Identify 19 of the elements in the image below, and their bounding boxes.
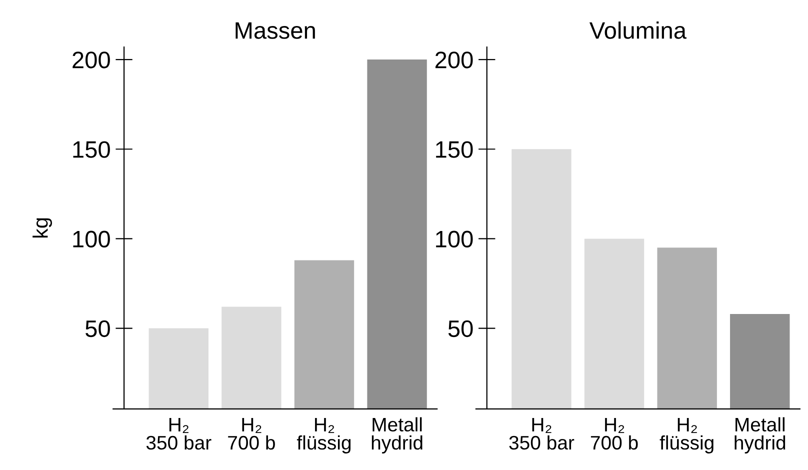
x-tick-label: Metall hydrid [372, 417, 422, 454]
x-tick-label: H₂ flüssig [660, 418, 714, 454]
chart-title: Volumina [589, 22, 687, 39]
y-tick-label: 100 [73, 230, 110, 248]
x-tick-label: Metall hydrid [734, 417, 786, 454]
x-tick-label: H₂ 700 b [228, 418, 275, 450]
y-tick-label: 150 [73, 141, 110, 158]
x-tick-label: H₂ 350 bar [146, 418, 212, 450]
y-tick-label: 200 [435, 52, 473, 68]
x-tick-label: H₂ 350 bar [509, 418, 574, 450]
chart-title: Massen [236, 22, 315, 39]
y-tick-label: 100 [436, 230, 473, 248]
y-tick-label: 50 [86, 320, 110, 338]
x-tick-label: H₂ 700 b [590, 418, 638, 450]
y-tick-label: 50 [448, 320, 473, 338]
y-tick-label: 150 [436, 141, 473, 158]
y-tick-label: 200 [72, 52, 110, 68]
y-axis-title: kg [32, 218, 52, 238]
x-tick-label: H₂ flüssig [296, 418, 351, 454]
